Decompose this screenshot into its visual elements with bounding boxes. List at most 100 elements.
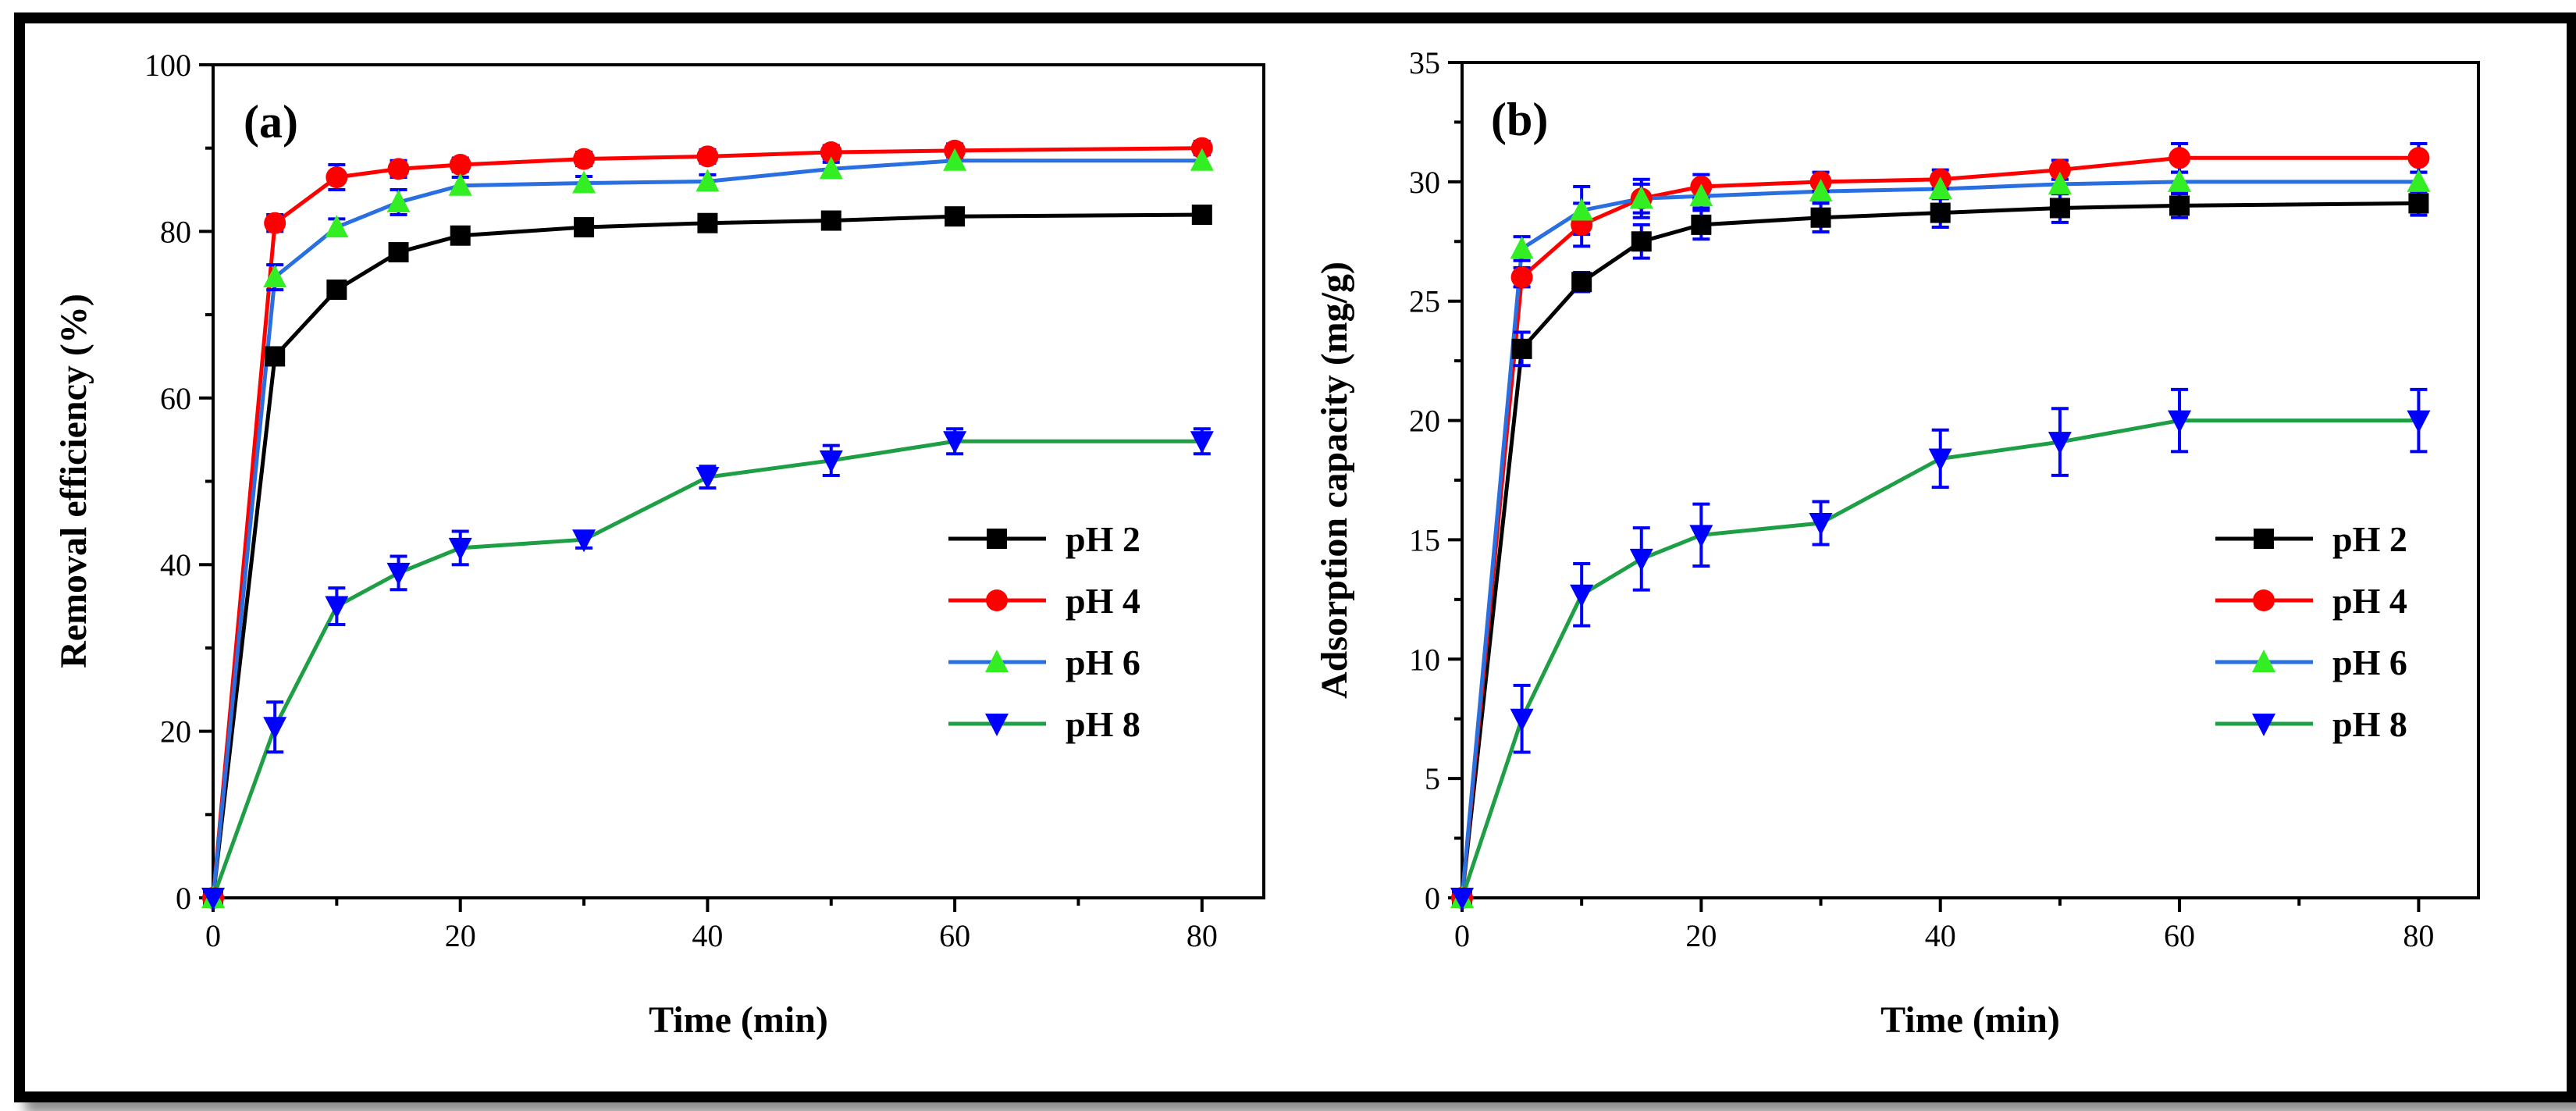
data-point-ph6 xyxy=(1629,186,1653,209)
data-point-ph6 xyxy=(2407,169,2431,192)
data-point-ph8 xyxy=(1450,888,1474,910)
data-point-ph2 xyxy=(1810,207,1831,228)
data-point-ph4 xyxy=(2407,147,2430,169)
plot-area-a xyxy=(212,63,1265,899)
y-tick-label-b: 5 xyxy=(1425,761,1440,796)
data-point-ph2 xyxy=(2408,193,2429,214)
data-point-ph6 xyxy=(1190,148,1214,171)
x-tick-label-a: 80 xyxy=(1187,918,1218,953)
data-point-ph4 xyxy=(2048,158,2071,181)
series-line-ph2 xyxy=(211,212,1202,899)
series-line-ph4 xyxy=(1460,155,2419,899)
data-point-ph8 xyxy=(1510,708,1534,732)
data-point-ph6 xyxy=(572,170,596,194)
series-line-ph8 xyxy=(1460,418,2419,899)
x-tick-label-a: 60 xyxy=(939,918,970,953)
panel-a: (a) Time (min) Removal efficiency (%) 0 2… xyxy=(53,48,1265,1041)
data-point-ph8 xyxy=(696,467,720,490)
data-point-ph8 xyxy=(2168,410,2192,433)
data-point-ph8 xyxy=(2407,410,2431,433)
y-tick-label-b: 35 xyxy=(1409,45,1440,80)
data-point-ph8 xyxy=(1928,448,1952,472)
legend-label: pH 4 xyxy=(2332,581,2407,621)
data-point-ph2 xyxy=(326,280,347,301)
data-point-ph6 xyxy=(1689,183,1713,207)
data-point-ph2 xyxy=(2049,198,2070,219)
y-tick-label-a: 0 xyxy=(176,881,191,916)
data-point-ph4 xyxy=(387,158,410,180)
data-point-ph2 xyxy=(1571,272,1592,293)
data-point-ph2 xyxy=(1691,214,1712,235)
legend-label: pH 2 xyxy=(1066,519,1140,559)
data-point-ph4 xyxy=(820,141,842,164)
series-line-ph6 xyxy=(1460,180,2419,899)
data-point-ph8 xyxy=(201,888,225,910)
x-tick-label-b: 60 xyxy=(2164,918,2195,953)
x-tick-label-b: 0 xyxy=(1454,918,1470,953)
x-tick-label-a: 40 xyxy=(692,918,723,953)
y-tick-label-a: 100 xyxy=(144,48,191,83)
data-point-ph6 xyxy=(1809,179,1833,202)
data-point-ph4 xyxy=(326,166,348,189)
data-point-ph8 xyxy=(819,450,843,473)
data-point-ph6 xyxy=(325,215,349,238)
data-point-ph4 xyxy=(1510,266,1533,289)
data-point-ph6 xyxy=(1928,176,1952,200)
y-tick-label-a: 40 xyxy=(160,547,191,582)
panel-label-b: (b) xyxy=(1491,94,1548,145)
legend-marker xyxy=(2252,714,2275,736)
data-point-ph8 xyxy=(1689,525,1713,548)
x-tick-label-b: 80 xyxy=(2403,918,2434,953)
legend-label: pH 2 xyxy=(2332,519,2407,559)
y-axis-title-a: Removal efficiency (%) xyxy=(53,294,94,668)
legend-label: pH 6 xyxy=(2332,643,2407,682)
y-tick-label-b: 15 xyxy=(1409,522,1440,557)
y-tick-label-b: 10 xyxy=(1409,642,1440,677)
panel-label-a: (a) xyxy=(244,96,298,148)
data-point-ph6 xyxy=(263,265,287,288)
legend-marker xyxy=(2254,529,2274,549)
x-axis-title-b: Time (min) xyxy=(1880,999,2060,1041)
data-point-ph8 xyxy=(386,562,411,586)
data-point-ph2 xyxy=(574,217,595,238)
data-point-ph2 xyxy=(820,210,841,231)
y-tick-label-a: 60 xyxy=(160,381,191,416)
y-tick-label-b: 30 xyxy=(1409,165,1440,200)
data-point-ph8 xyxy=(1809,513,1833,536)
data-point-ph2 xyxy=(1191,205,1212,226)
data-point-ph8 xyxy=(2048,432,2072,455)
data-point-ph2 xyxy=(2169,195,2190,216)
data-point-ph6 xyxy=(943,148,967,171)
legend-marker xyxy=(985,650,1009,672)
series-line-ph6 xyxy=(211,158,1202,899)
data-point-ph8 xyxy=(1570,584,1594,607)
y-tick-label-a: 80 xyxy=(160,214,191,249)
x-axis-title-a: Time (min) xyxy=(649,999,828,1041)
data-point-ph4 xyxy=(1190,137,1213,159)
panel-b: (b) Time (min) Adsorption capacity (mg/g… xyxy=(1314,45,2480,1041)
data-point-ph8 xyxy=(1190,431,1214,454)
y-tick-label-b: 0 xyxy=(1425,881,1440,916)
legend-marker xyxy=(986,589,1008,611)
data-point-ph2 xyxy=(265,346,286,367)
data-point-ph8 xyxy=(263,717,287,740)
legend-marker xyxy=(2252,650,2275,672)
x-tick-label-a: 20 xyxy=(445,918,476,953)
legend-label: pH 8 xyxy=(1066,704,1140,744)
data-point-ph2 xyxy=(1930,202,1951,223)
y-axis-title-b: Adsorption capacity (mg/g) xyxy=(1314,262,1355,699)
data-point-ph6 xyxy=(1510,236,1534,259)
data-point-ph4 xyxy=(264,212,286,234)
data-point-ph6 xyxy=(696,169,720,192)
data-point-ph2 xyxy=(388,242,409,263)
legend-label: pH 4 xyxy=(1066,581,1140,621)
data-point-ph6 xyxy=(1570,198,1594,221)
data-point-ph8 xyxy=(572,529,596,553)
series-line-ph4 xyxy=(211,146,1202,899)
data-point-ph4 xyxy=(2169,147,2191,169)
x-tick-label-b: 40 xyxy=(1925,918,1956,953)
data-point-ph6 xyxy=(386,190,411,213)
data-point-ph4 xyxy=(449,154,471,176)
data-point-ph6 xyxy=(2048,171,2072,194)
